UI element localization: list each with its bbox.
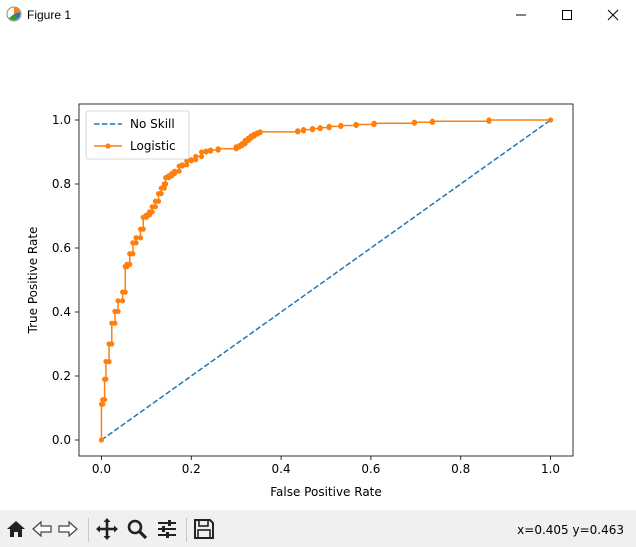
roc-chart[interactable]: 0.0 0.2 0.4 0.6 0.8 1.0 0.0 0.2 0.4 0.6 0.8 1.0 Fals… [0,30,636,510]
data-point [115,298,121,304]
data-point [207,147,214,153]
data-point [179,162,185,168]
data-point [184,162,190,168]
home-icon [7,521,25,537]
maximize-button[interactable] [544,0,590,30]
y-tick-label: 0.0 [52,433,71,447]
data-point [411,119,418,125]
pan-icon [96,518,118,540]
y-tick-label: 1.0 [52,113,71,127]
y-axis-label: True Positive Rate [26,227,40,335]
data-point [98,437,105,443]
data-point [199,153,205,160]
minimize-icon [516,14,526,16]
y-tick-label: 0.4 [52,305,71,319]
data-point [203,148,209,154]
data-point [184,158,190,164]
data-point [338,122,344,129]
data-point [188,157,194,163]
legend-box [85,110,190,160]
pan-button[interactable] [95,518,119,540]
forward-button[interactable] [56,518,80,540]
data-point [115,308,121,314]
data-point [163,181,169,187]
zoom-button[interactable] [125,518,149,540]
axes-frame [78,103,574,457]
back-button[interactable] [30,518,54,540]
y-tick-label: 0.8 [52,177,71,191]
legend-marker [105,143,111,149]
data-point [112,320,118,326]
window-title: Figure 1 [27,8,72,22]
close-icon [607,9,619,21]
data-point [103,376,109,382]
data-point [119,298,126,304]
save-button[interactable] [192,518,216,540]
data-point [127,261,133,267]
data-point [158,191,164,197]
x-axis-label: False Positive Rate [270,485,382,499]
data-point [140,226,146,232]
x-tick-label: 0.4 [272,462,291,476]
data-point [155,198,162,204]
data-point [161,185,167,191]
data-point [137,235,144,241]
home-button[interactable] [4,518,28,540]
x-tick-label: 0.6 [361,462,380,476]
forward-icon [58,520,78,538]
data-point [486,117,492,123]
x-tick-label: 0.8 [451,462,470,476]
y-tick-label: 0.2 [52,369,71,383]
y-tick-label: 0.6 [52,241,71,255]
minimize-button[interactable] [498,0,544,30]
data-point [122,289,128,295]
cursor-coordinates: x=0.405 y=0.463 [517,523,624,537]
data-point [133,240,139,246]
data-point [309,126,316,132]
configure-subplots-icon [158,520,176,538]
data-point [317,125,323,131]
data-point [176,168,182,174]
configure-subplots-button[interactable] [155,518,179,540]
close-button[interactable] [590,0,636,30]
data-point [152,204,158,210]
zoom-icon [127,519,148,540]
data-point [199,149,205,155]
data-point [371,120,377,126]
back-icon [32,520,52,538]
data-point [295,128,301,134]
data-point [326,123,332,129]
toolbar-separator [88,518,89,542]
data-point [547,117,554,123]
data-point [257,129,263,135]
window-titlebar: Figure 1 [0,0,636,30]
data-point [149,209,155,215]
save-icon [194,519,214,539]
navigation-toolbar: x=0.405 y=0.463 [0,510,636,547]
x-tick-label: 0.2 [182,462,201,476]
x-tick-label: 0.0 [92,462,111,476]
data-point [429,118,436,124]
data-point [106,359,112,365]
figure-canvas[interactable]: 0.0 0.2 0.4 0.6 0.8 1.0 0.0 0.2 0.4 0.6 0.8 1.0 Fals… [0,30,636,510]
data-point [193,153,199,160]
maximize-icon [562,10,572,20]
legend-label: No Skill [130,117,175,131]
toolbar-separator [186,518,187,542]
data-point [353,121,359,128]
data-point [300,127,307,133]
data-point [102,397,108,403]
data-point [109,341,115,347]
data-point [172,168,178,174]
data-point [130,251,136,257]
legend-label: Logistic [130,139,176,153]
series-line-no-skill [101,119,551,441]
data-point [100,401,106,407]
data-point [133,235,139,241]
data-point [215,146,221,152]
matplotlib-icon [6,6,22,22]
x-tick-label: 1.0 [541,462,560,476]
